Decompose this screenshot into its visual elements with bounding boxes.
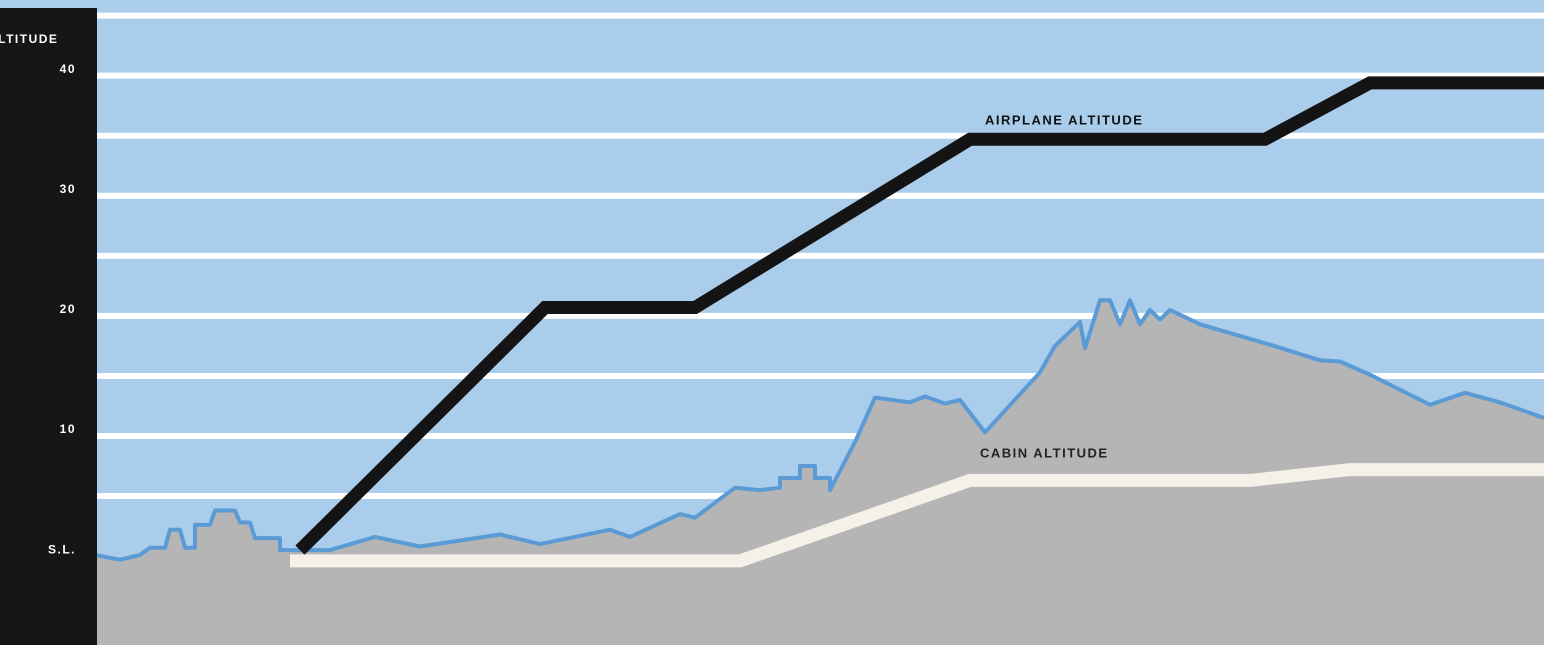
axis-band bbox=[0, 8, 97, 645]
y-tick-label: 20 bbox=[60, 302, 76, 316]
y-tick-label: 10 bbox=[60, 422, 76, 436]
y-axis-title: ALTITUDE bbox=[0, 32, 58, 46]
terrain-edge bbox=[94, 298, 1544, 562]
y-tick-label: 40 bbox=[60, 62, 76, 76]
series-label: CABIN ALTITUDE bbox=[980, 445, 1109, 460]
series-line bbox=[290, 463, 1544, 568]
series-label: AIRPLANE ALTITUDE bbox=[985, 112, 1143, 127]
y-tick-label: 30 bbox=[60, 182, 76, 196]
series-line bbox=[295, 76, 1544, 555]
y-tick-label: S.L. bbox=[48, 542, 76, 556]
